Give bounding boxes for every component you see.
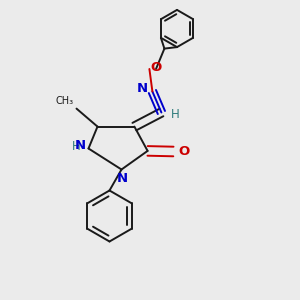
Text: H: H — [170, 107, 179, 121]
Text: O: O — [150, 61, 162, 74]
Text: N: N — [137, 82, 148, 95]
Text: CH₃: CH₃ — [56, 96, 74, 106]
Text: O: O — [179, 145, 190, 158]
Text: N: N — [116, 172, 128, 185]
Text: H: H — [72, 140, 81, 154]
Text: N: N — [74, 139, 86, 152]
